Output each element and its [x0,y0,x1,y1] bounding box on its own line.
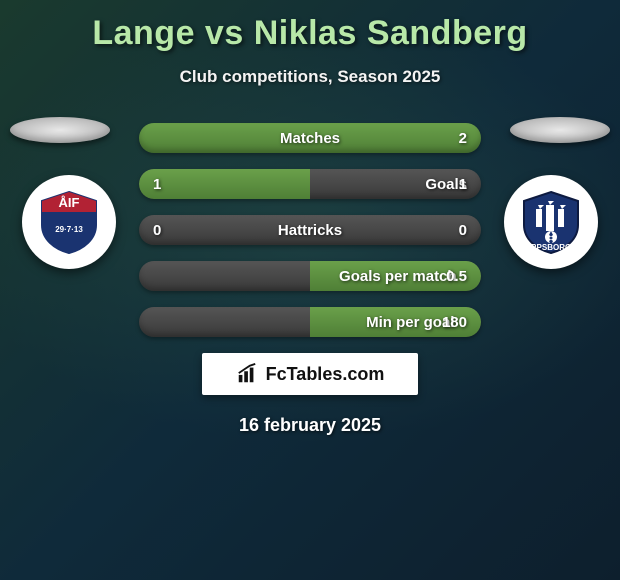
stat-label: Matches [280,130,340,147]
svg-text:ÅIF: ÅIF [59,195,80,210]
left-ellipse-placeholder [10,117,110,143]
stat-label: Goals per match [339,268,457,285]
shield-icon: RPSBORG [516,187,586,257]
right-ellipse-placeholder [510,117,610,143]
stat-rows: Matches 2 1 Goals 1 0 Hattricks 0 Goals … [139,123,481,337]
stat-right-value: 2 [459,130,467,147]
page-title: Lange vs Niklas Sandberg [0,14,620,53]
stat-row-gpm: Goals per match 0.5 [139,261,481,291]
comparison-block: ÅIF 29·7·13 RPSBORG Matches 2 1 [0,123,620,436]
branding-text: FcTables.com [266,364,385,385]
branding-badge: FcTables.com [202,353,418,395]
team-right-logo: RPSBORG [504,175,598,269]
stat-right-value: 0 [459,222,467,239]
stat-row-mpg: Min per goal 180 [139,307,481,337]
stat-right-value: 1 [459,176,467,193]
stat-left-value: 0 [153,222,161,239]
shield-icon: ÅIF 29·7·13 [34,187,104,257]
team-left-logo: ÅIF 29·7·13 [22,175,116,269]
stat-row-goals: 1 Goals 1 [139,169,481,199]
chart-bar-icon [236,363,258,385]
stat-row-matches: Matches 2 [139,123,481,153]
stat-row-hattricks: 0 Hattricks 0 [139,215,481,245]
stat-left-value: 1 [153,176,161,193]
stat-right-value: 180 [442,314,467,331]
crest-left-sub: 29·7·13 [55,225,83,234]
page-subtitle: Club competitions, Season 2025 [0,67,620,87]
stat-label: Hattricks [278,222,342,239]
svg-text:RPSBORG: RPSBORG [531,243,571,252]
stat-right-value: 0.5 [446,268,467,285]
date-label: 16 february 2025 [10,415,610,436]
